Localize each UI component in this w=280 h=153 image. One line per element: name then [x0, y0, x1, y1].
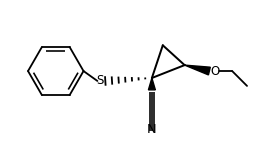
Polygon shape — [148, 78, 155, 90]
Text: N: N — [147, 123, 157, 136]
Text: S: S — [96, 75, 103, 88]
Polygon shape — [185, 65, 210, 75]
Text: O: O — [210, 65, 220, 78]
